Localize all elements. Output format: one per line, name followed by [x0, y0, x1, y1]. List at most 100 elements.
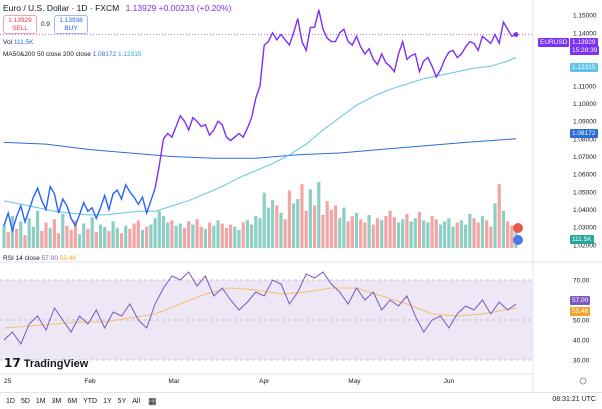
- symbol-badge: EURUSD: [538, 38, 570, 47]
- time-axis-tick: Feb: [84, 378, 96, 385]
- volume-bar: [220, 223, 224, 248]
- price-axis-tick: 1.14000: [573, 30, 597, 37]
- price-axis-tick: 1.03000: [573, 225, 597, 232]
- volume-bar: [48, 227, 52, 248]
- volume-bar: [283, 219, 287, 248]
- volume-bar: [178, 223, 182, 248]
- volume-bar: [312, 205, 317, 248]
- range-button-6m[interactable]: 6M: [67, 397, 78, 405]
- rsi-badge: 57.00: [570, 296, 591, 305]
- volume-bar: [472, 218, 476, 248]
- volume-bar: [103, 226, 107, 248]
- range-button-1m[interactable]: 1M: [35, 397, 46, 405]
- volume-bar: [56, 233, 61, 248]
- sell-button[interactable]: 1.13929 SELL: [3, 15, 37, 34]
- volume-bar: [161, 216, 166, 248]
- volume-bar: [233, 226, 237, 248]
- volume-bar: [23, 235, 27, 248]
- volume-bar: [304, 210, 308, 248]
- volume-bar: [422, 220, 426, 248]
- price-axis-tick: 1.04000: [573, 207, 597, 214]
- buy-button[interactable]: 1.13938 BUY: [54, 15, 89, 34]
- volume-bar: [443, 221, 447, 248]
- rsi-legend[interactable]: RSI 14 close 57.00 55.46: [3, 255, 76, 262]
- volume-bar: [107, 230, 111, 248]
- volume-bar: [199, 226, 203, 248]
- range-button-all[interactable]: All: [132, 397, 141, 405]
- volume-bar: [208, 222, 212, 248]
- volume-bar: [174, 225, 178, 248]
- volume-bar: [19, 221, 23, 248]
- volume-bar: [149, 224, 153, 248]
- trade-panel: 1.13929 SELL 0.9 1.13938 BUY: [3, 15, 89, 34]
- volume-bar: [6, 232, 10, 248]
- calendar-icon[interactable]: ▦: [148, 395, 157, 406]
- volume-bar: [321, 215, 325, 248]
- rsi-ma-badge: 55.46: [570, 307, 591, 316]
- tradingview-logo[interactable]: 𝟭𝟳 TradingView: [4, 356, 88, 370]
- price-axis-tick: 1.11000: [573, 83, 596, 90]
- volume-bar: [405, 213, 409, 248]
- volume-bar: [417, 211, 422, 248]
- time-axis-tick: May: [348, 378, 361, 385]
- volume-bar: [69, 229, 73, 248]
- volume-bar: [115, 227, 119, 248]
- volume-bar: [287, 190, 291, 248]
- countdown-badge: 15:28:39: [570, 46, 600, 55]
- volume-bar: [35, 210, 40, 248]
- range-button-1y[interactable]: 1Y: [103, 397, 112, 405]
- ma-legend[interactable]: MA50&200 50 close 200 close 1.08172 1.12…: [3, 51, 141, 58]
- time-display[interactable]: 08:31:21 UTC: [552, 396, 596, 403]
- rsi-legend-title: RSI 14 close: [3, 255, 40, 262]
- volume-bar: [27, 218, 31, 248]
- volume-bar: [111, 221, 115, 248]
- volume-bar: [229, 224, 233, 248]
- volume-bar: [409, 221, 413, 248]
- symbol-title[interactable]: Euro / U.S. Dollar · 1D · FXCM: [3, 3, 120, 13]
- volume-bar: [434, 219, 438, 248]
- volume-bar: [380, 220, 384, 248]
- chart-header: Euro / U.S. Dollar · 1D · FXCM 1.13929 +…: [3, 3, 231, 13]
- volume-bar: [77, 234, 82, 248]
- volume-bar: [506, 221, 510, 248]
- range-button-5y[interactable]: 5Y: [117, 397, 127, 405]
- price-axis-tick: 1.15000: [573, 13, 597, 20]
- volume-bar: [195, 219, 199, 248]
- volume-bar: [203, 228, 208, 248]
- volume-bar: [157, 210, 161, 248]
- volume-bar: [338, 218, 342, 248]
- volume-bar: [375, 218, 380, 248]
- volume-bar: [296, 199, 300, 248]
- volume-bar: [40, 230, 44, 248]
- price-axis-tick: 1.09000: [573, 119, 597, 126]
- volume-bar: [359, 219, 363, 248]
- volume-bar: [371, 224, 375, 248]
- ma-short-badge: 1.12315: [570, 63, 598, 72]
- volume-bar: [497, 184, 501, 248]
- volume-bar: [430, 216, 434, 248]
- volume-bar: [2, 224, 6, 248]
- rsi-axis-tick: 30.00: [573, 358, 590, 365]
- volume-bar: [384, 216, 388, 248]
- volume-bar: [140, 229, 145, 248]
- volume-bar: [367, 215, 371, 248]
- last-price-dot: [513, 32, 519, 37]
- range-button-5d[interactable]: 5D: [20, 397, 30, 405]
- range-button-ytd[interactable]: YTD: [83, 397, 98, 405]
- volume-bar: [86, 228, 90, 248]
- range-button-3m[interactable]: 3M: [51, 397, 62, 405]
- volume-bar: [145, 226, 149, 248]
- volume-legend-title: Vol: [3, 39, 13, 46]
- ma-legend-title: MA50&200 50 close 200 close: [3, 51, 91, 58]
- range-button-1d[interactable]: 1D: [6, 397, 15, 405]
- flag-icon: [513, 235, 523, 245]
- volume-bar: [426, 222, 430, 248]
- volume-bar: [501, 210, 506, 248]
- ma200-legend-value: 1.12315: [117, 51, 142, 58]
- brand-name: TradingView: [23, 358, 89, 370]
- price-line-early: [3, 183, 156, 234]
- volume-legend[interactable]: Vol 111.5K: [3, 39, 34, 46]
- volume-bar: [212, 225, 216, 248]
- volume-bar: [354, 212, 359, 248]
